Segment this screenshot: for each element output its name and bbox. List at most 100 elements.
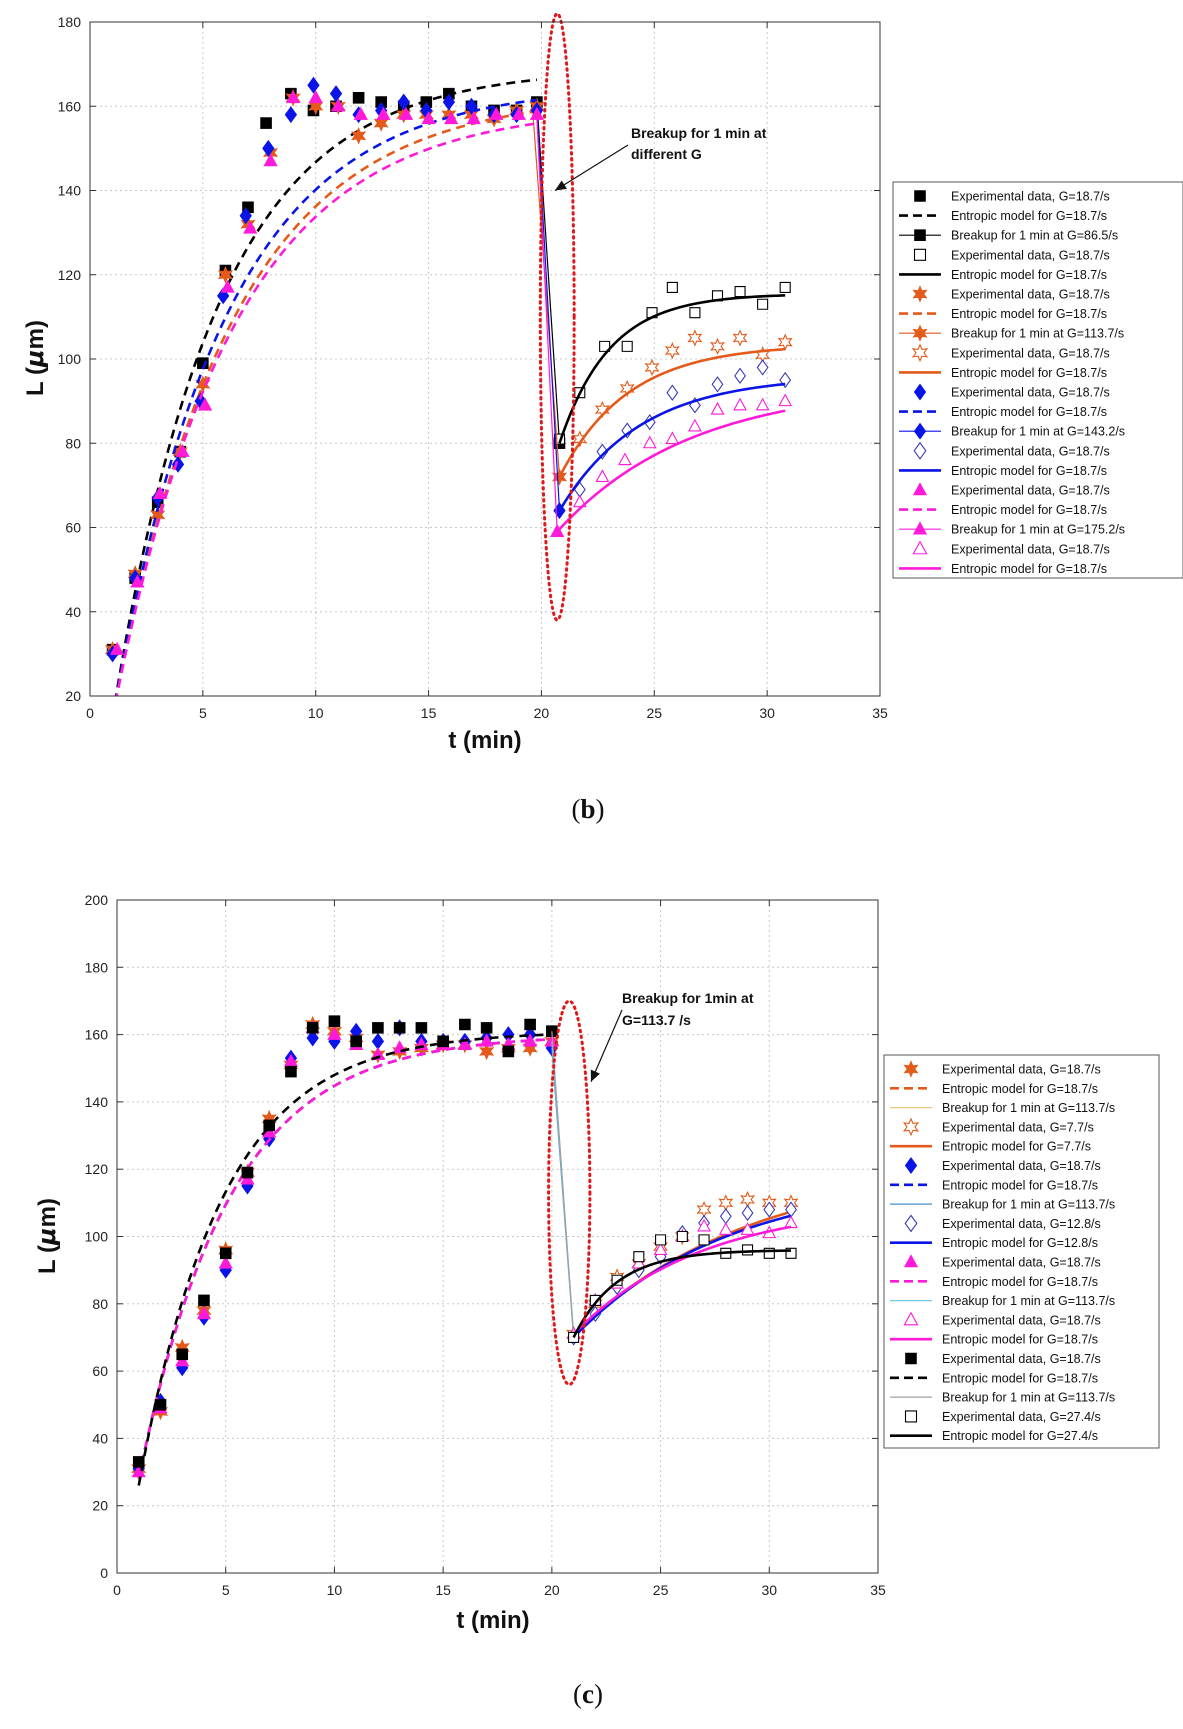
series-16 [115,122,538,696]
axes-box [116,899,879,1574]
annotation-line: G=113.7 /s [622,1012,691,1028]
data-point [757,298,769,310]
model-curve [115,109,538,696]
x-tick-label: 20 [534,705,550,721]
data-point [710,401,725,415]
legend-marker-swatch [914,190,926,202]
legend-label: Experimental data, G=27.4/s [942,1410,1101,1424]
data-point [109,641,125,655]
breakup-line [536,102,561,444]
legend-entry: Experimental data, G=12.8/s [904,1214,1101,1233]
legend-entry: Experimental data, G=18.7/s [913,441,1110,460]
legend-marker-swatch [903,1254,919,1268]
legend-label: Experimental data, G=18.7/s [951,484,1110,498]
data-point [286,90,301,104]
y-tick-label: 20 [65,688,81,704]
data-point [218,1255,233,1269]
data-point [284,106,298,124]
legend-label: Entropic model for G=18.7/s [951,366,1107,380]
data-point [154,1398,167,1411]
data-point [308,97,324,115]
data-point [676,1230,688,1243]
data-point [308,90,323,104]
data-point [741,1244,754,1256]
model-curve [572,1249,792,1339]
legend-label: Breakup for 1 min at G=113.7/s [942,1294,1115,1308]
data-point [198,1294,210,1307]
data-point [285,1065,297,1078]
data-point [372,1022,384,1034]
annotation-arrowhead [590,1069,600,1082]
legend-marker-swatch [912,521,928,535]
legend-label: Entropic model for G=18.7/s [951,307,1107,321]
highlight-ellipse [538,12,576,622]
data-point [664,341,680,360]
data-point [243,220,258,234]
series-14 [558,382,786,512]
legend-entry: Entropic model for G=7.7/s [890,1140,1091,1154]
series-6 [115,109,538,696]
data-point [631,1255,646,1269]
legend-label: Experimental data, G=18.7/s [951,444,1110,458]
data-point [621,340,633,352]
data-point [489,106,504,120]
data-point [666,281,678,293]
data-point [734,367,746,385]
x-tick-label: 10 [327,1582,343,1598]
axes-box [89,21,881,697]
panel-caption-part: c [582,1679,594,1709]
y-axis-label-part: μ [21,349,49,368]
legend-entry: Experimental data, G=18.7/s [903,1254,1101,1270]
series-group [131,1015,799,1486]
data-point [779,371,792,389]
x-tick-label: 0 [86,705,94,721]
chart-panel-c: 0 5 10 15 20 25 30 35 0 20 40 60 80 100 120 140 160 180 20… [33,892,1160,1709]
legend-entry: Entropic model for G=18.7/s [899,464,1107,478]
model-curve [114,78,538,696]
x-tick-label: 30 [759,705,775,721]
legend-label: Experimental data, G=18.7/s [951,190,1110,204]
legend-label: Experimental data, G=18.7/s [951,248,1110,262]
x-tick-label: 5 [199,705,207,721]
legend-label: Entropic model for G=18.7/s [951,464,1107,478]
data-point [653,1242,668,1256]
data-point [595,469,610,482]
legend-label: Experimental data, G=18.7/s [951,288,1110,302]
y-axis-label: L (μm) [33,1198,61,1274]
series-16 [137,1033,552,1486]
y-tick-label: 120 [58,267,82,283]
data-point [698,1234,710,1246]
model-curve [558,294,786,444]
legend-marker-swatch [903,1311,919,1326]
data-point [350,1035,362,1048]
legend-label: Entropic model for G=18.7/s [942,1275,1098,1289]
legend-label: Experimental data, G=18.7/s [951,346,1110,360]
x-tick-label: 25 [646,705,662,721]
legend-label: Experimental data, G=12.8/s [942,1217,1101,1231]
data-point [197,357,209,370]
legend-label: Experimental data, G=18.7/s [942,1256,1101,1270]
legend-entry: Experimental data, G=18.7/s [914,190,1110,204]
x-tick-label: 35 [870,1582,886,1598]
legend-entry: Entropic model for G=18.7/s [899,562,1107,576]
data-point [239,207,252,225]
data-point [779,281,791,293]
panel-caption-part: ( [571,794,580,824]
y-tick-label: 80 [92,1296,108,1312]
data-point [306,1029,319,1047]
data-point [152,486,168,500]
annotation-arrow [554,144,629,192]
data-point [689,307,701,319]
y-tick-label: 160 [58,98,82,114]
legend-entry: Entropic model for G=18.7/s [899,366,1107,380]
y-axis-label-part: m) [22,320,49,349]
legend-entry: Breakup for 1 min at G=113.7/s [890,1391,1115,1405]
series-19 [556,409,786,533]
data-point [263,153,278,167]
data-point [618,452,632,466]
data-point [687,329,703,347]
panel-caption-part: ) [594,1679,603,1709]
legend-entry: Entropic model for G=12.8/s [890,1236,1098,1250]
annotation-line: Breakup for 1min at [622,990,754,1006]
